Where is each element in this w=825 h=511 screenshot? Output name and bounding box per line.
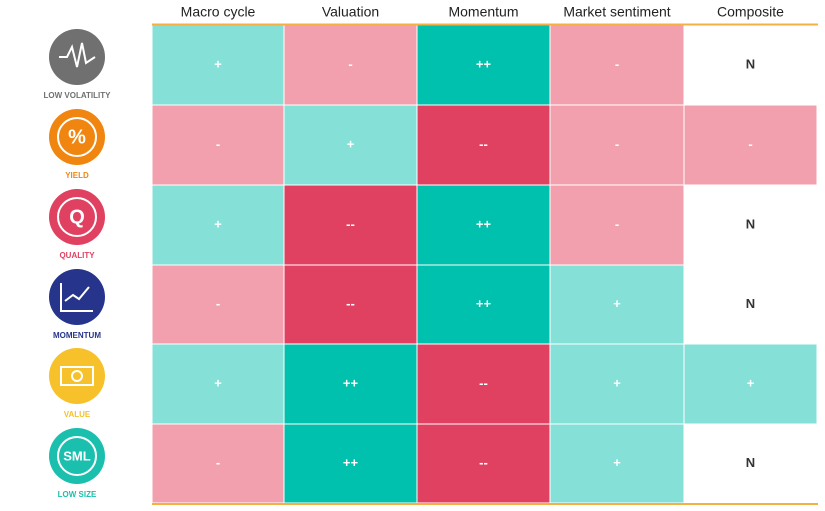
rating-text: -- xyxy=(479,375,488,390)
column-header: Valuation xyxy=(322,4,379,20)
icon-text: % xyxy=(68,126,86,148)
rating-cell xyxy=(152,424,284,503)
icon-glyph xyxy=(71,370,83,382)
rating-text: - xyxy=(615,136,619,151)
icon-glyph xyxy=(60,366,94,386)
rating-text: N xyxy=(746,455,755,470)
factor-label: LOW VOLATILITY xyxy=(44,91,112,100)
rating-cell xyxy=(152,265,284,344)
rating-text: + xyxy=(613,455,621,470)
rating-cell xyxy=(684,424,817,503)
icon-ring xyxy=(57,436,97,476)
column-header: Market sentiment xyxy=(563,4,670,20)
icon-ring xyxy=(57,197,97,237)
rating-text: - xyxy=(615,56,619,71)
factor-label: YIELD xyxy=(65,171,89,180)
rating-cell xyxy=(550,25,684,105)
rating-cell xyxy=(284,424,417,503)
rating-cell xyxy=(284,25,417,105)
rating-text: - xyxy=(216,296,220,311)
rating-cell xyxy=(417,424,550,503)
rating-cell xyxy=(152,25,284,105)
rating-cell xyxy=(684,105,817,185)
icon-text: SML xyxy=(63,448,91,463)
rating-cell xyxy=(684,265,817,344)
rating-text: ++ xyxy=(476,216,492,231)
rating-text: + xyxy=(214,216,222,231)
factor-label: LOW SIZE xyxy=(58,490,97,499)
icon-text: Q xyxy=(69,206,85,228)
rating-cell xyxy=(417,105,550,185)
rating-cell xyxy=(152,105,284,185)
rating-text: - xyxy=(216,136,220,151)
rating-text: + xyxy=(214,56,222,71)
column-header: Composite xyxy=(717,4,784,20)
factor-label: MOMENTUM xyxy=(53,331,101,340)
rating-cell xyxy=(417,185,550,265)
rating-text: - xyxy=(615,216,619,231)
rating-text: + xyxy=(214,375,222,390)
rating-cell xyxy=(550,105,684,185)
icon-glyph xyxy=(60,283,93,312)
column-header: Macro cycle xyxy=(181,4,256,20)
rating-text: -- xyxy=(479,455,488,470)
rating-text: -- xyxy=(346,216,355,231)
rating-cell xyxy=(684,25,817,105)
rating-text: + xyxy=(747,375,755,390)
rating-text: + xyxy=(347,136,355,151)
rating-cell xyxy=(550,424,684,503)
rating-text: - xyxy=(348,56,352,71)
rating-text: ++ xyxy=(343,375,359,390)
rating-cell xyxy=(417,25,550,105)
rating-text: -- xyxy=(479,136,488,151)
rating-cell xyxy=(550,185,684,265)
rating-cell xyxy=(684,185,817,265)
factor-label: QUALITY xyxy=(59,251,95,260)
rating-text: -- xyxy=(346,296,355,311)
icon-glyph xyxy=(64,286,90,302)
rating-cell xyxy=(417,344,550,424)
rating-text: + xyxy=(613,296,621,311)
rating-text: ++ xyxy=(476,56,492,71)
rating-text: - xyxy=(748,136,752,151)
rating-cell xyxy=(550,344,684,424)
rating-cell xyxy=(684,344,817,424)
rating-text: - xyxy=(216,455,220,470)
factor-icon xyxy=(49,348,105,404)
rating-cell xyxy=(284,105,417,185)
rating-text: N xyxy=(746,216,755,231)
rating-text: + xyxy=(613,375,621,390)
rating-cell xyxy=(152,185,284,265)
rating-cell xyxy=(284,265,417,344)
rating-cell xyxy=(284,344,417,424)
rating-cell xyxy=(417,265,550,344)
column-header: Momentum xyxy=(448,4,518,20)
rating-cell xyxy=(550,265,684,344)
rating-text: N xyxy=(746,56,755,71)
icon-glyph xyxy=(59,42,96,68)
factor-icon xyxy=(49,29,105,85)
rating-cell xyxy=(284,185,417,265)
factor-label: VALUE xyxy=(64,410,91,419)
icon-ring xyxy=(57,117,97,157)
rating-text: N xyxy=(746,296,755,311)
rating-cell xyxy=(152,344,284,424)
rating-text: ++ xyxy=(343,455,359,470)
rating-text: ++ xyxy=(476,296,492,311)
